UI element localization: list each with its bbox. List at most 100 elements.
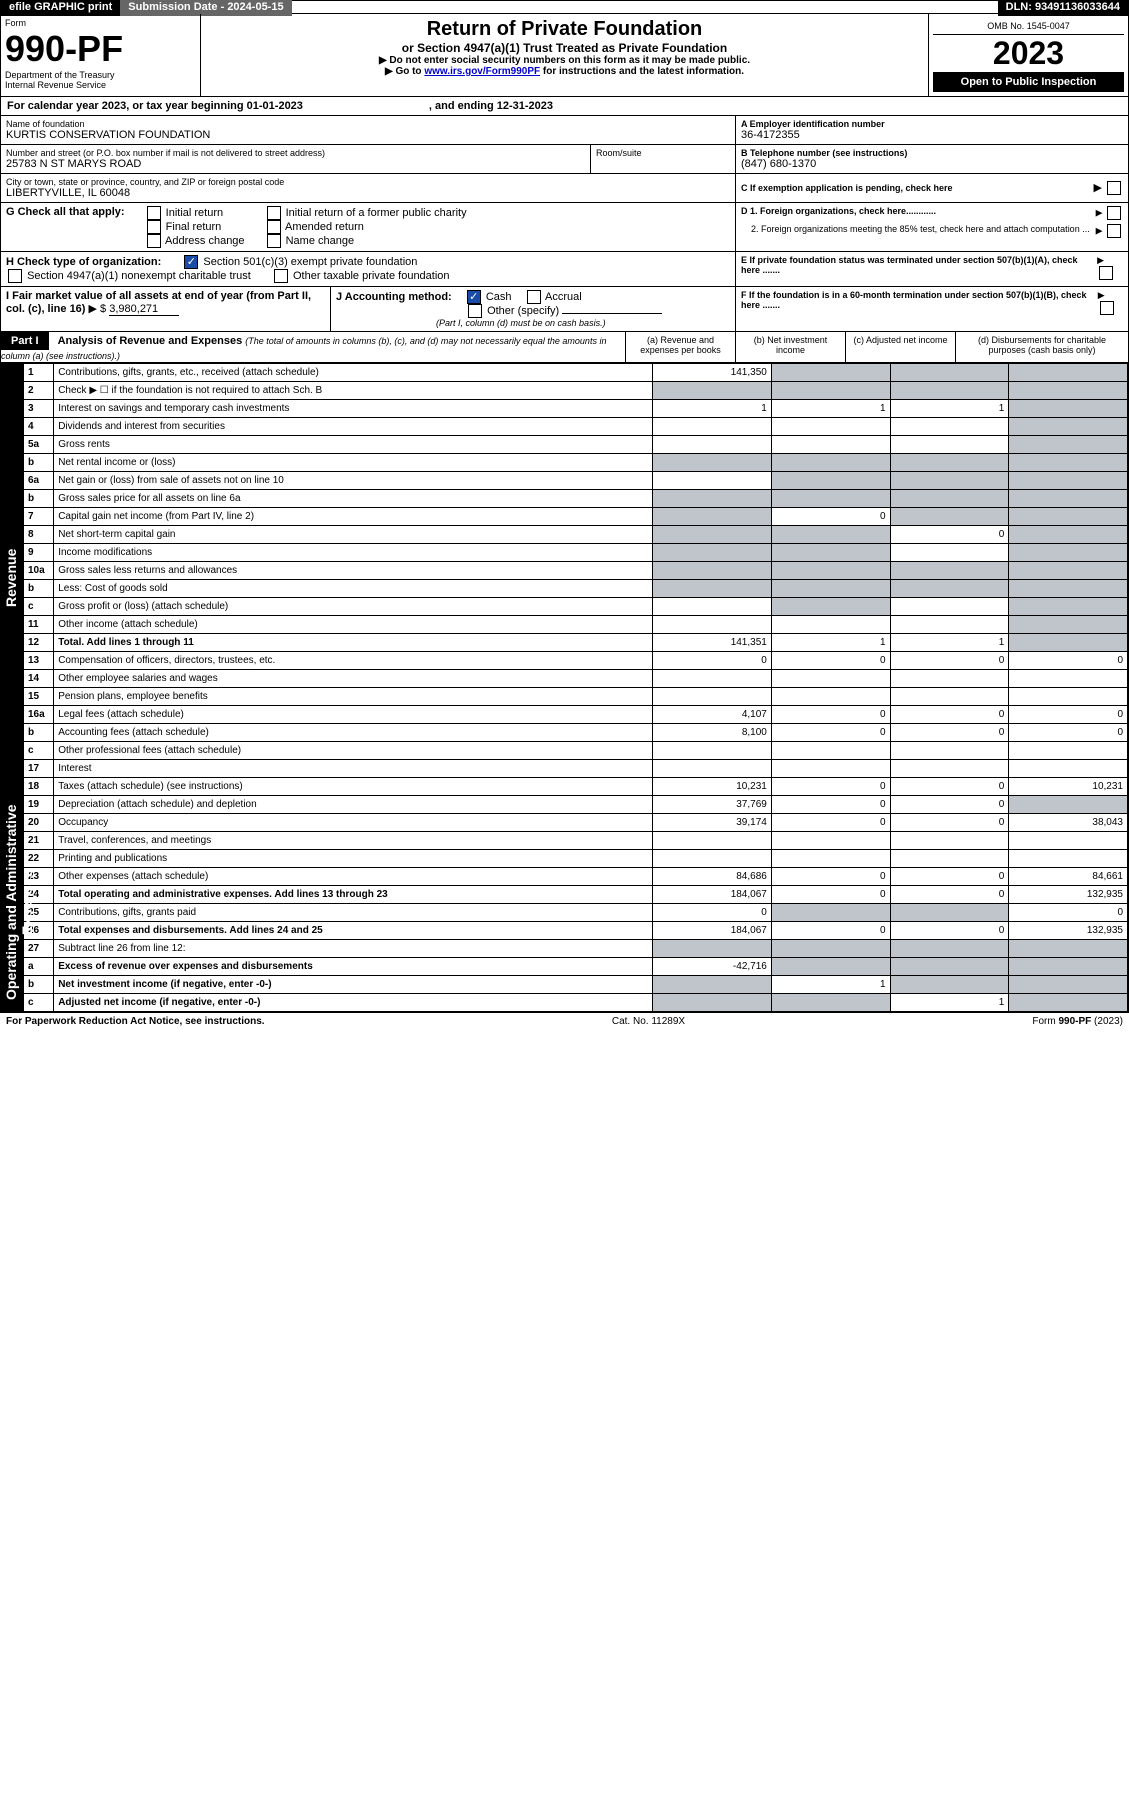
part1-badge: Part I — [1, 332, 49, 350]
d1-checkbox[interactable] — [1107, 206, 1121, 220]
h-o1: Section 501(c)(3) exempt private foundat… — [203, 256, 417, 268]
cell-value — [771, 616, 890, 634]
cal-begin: For calendar year 2023, or tax year begi… — [7, 100, 303, 112]
line-desc: Contributions, gifts, grants, etc., rece… — [54, 364, 653, 382]
cell-value — [653, 598, 772, 616]
g-initial-former-cb[interactable] — [267, 206, 281, 220]
foundation-name: KURTIS CONSERVATION FOUNDATION — [6, 129, 730, 141]
cell-value — [890, 544, 1009, 562]
cell-value: 0 — [771, 814, 890, 832]
cell-value: 0 — [890, 724, 1009, 742]
line-number: 3 — [24, 400, 54, 418]
cell-value — [1009, 634, 1128, 652]
part1-header-row: Part I Analysis of Revenue and Expenses … — [1, 331, 1128, 362]
cell-value — [890, 562, 1009, 580]
form-number: 990-PF — [5, 28, 196, 70]
line-desc: Taxes (attach schedule) (see instruction… — [54, 778, 653, 796]
cell-value: 0 — [653, 904, 772, 922]
cell-value — [1009, 688, 1128, 706]
cell-value: 4,107 — [653, 706, 772, 724]
table-row: 26Total expenses and disbursements. Add … — [24, 922, 1128, 940]
line-desc: Gross profit or (loss) (attach schedule) — [54, 598, 653, 616]
j-note: (Part I, column (d) must be on cash basi… — [336, 318, 730, 328]
table-row: 22Printing and publications — [24, 850, 1128, 868]
j-other-cb[interactable] — [468, 304, 482, 318]
foundation-name-label: Name of foundation — [6, 119, 730, 129]
cell-value — [653, 760, 772, 778]
cell-value: 184,067 — [653, 922, 772, 940]
h-o3: Other taxable private foundation — [293, 270, 450, 282]
h-4947-cb[interactable] — [8, 269, 22, 283]
g-address-change-cb[interactable] — [147, 234, 161, 248]
cell-value — [653, 490, 772, 508]
g-amended-cb[interactable] — [267, 220, 281, 234]
cell-value — [890, 760, 1009, 778]
cell-value: 0 — [771, 886, 890, 904]
cell-value — [890, 418, 1009, 436]
table-row: bNet rental income or (loss) — [24, 454, 1128, 472]
cell-value: 0 — [890, 814, 1009, 832]
cell-value: 0 — [653, 652, 772, 670]
line-number: 7 — [24, 508, 54, 526]
h-o2: Section 4947(a)(1) nonexempt charitable … — [27, 270, 251, 282]
cell-value: 0 — [890, 706, 1009, 724]
cell-value: -42,716 — [653, 958, 772, 976]
line-desc: Depreciation (attach schedule) and deple… — [54, 796, 653, 814]
cell-value — [653, 472, 772, 490]
form990pf-link[interactable]: www.irs.gov/Form990PF — [424, 66, 540, 77]
col-b-hdr: (b) Net investment income — [736, 332, 846, 362]
line-number: 12 — [24, 634, 54, 652]
cell-value — [771, 472, 890, 490]
line-number: 6a — [24, 472, 54, 490]
cell-value — [771, 364, 890, 382]
g-o6: Name change — [286, 235, 355, 247]
f-checkbox[interactable] — [1100, 301, 1114, 315]
j-cash-cb[interactable] — [467, 290, 481, 304]
cell-value — [653, 616, 772, 634]
g-o4: Initial return of a former public charit… — [286, 207, 467, 219]
form-instruction-2: ▶ Go to www.irs.gov/Form990PF for instru… — [205, 66, 924, 77]
cell-value: 0 — [771, 706, 890, 724]
line-number: c — [24, 994, 54, 1012]
h-other-tax-cb[interactable] — [274, 269, 288, 283]
calendar-year-row: For calendar year 2023, or tax year begi… — [1, 96, 1128, 115]
table-row: cGross profit or (loss) (attach schedule… — [24, 598, 1128, 616]
cell-value — [771, 454, 890, 472]
line-number: 14 — [24, 670, 54, 688]
table-row: 18Taxes (attach schedule) (see instructi… — [24, 778, 1128, 796]
cell-value — [1009, 472, 1128, 490]
cell-value — [1009, 598, 1128, 616]
d2-label: 2. Foreign organizations meeting the 85%… — [741, 224, 1090, 238]
g-initial-return-cb[interactable] — [147, 206, 161, 220]
line-desc: Net investment income (if negative, ente… — [54, 976, 653, 994]
cell-value — [653, 526, 772, 544]
cell-value — [1009, 994, 1128, 1012]
cell-value: 0 — [1009, 706, 1128, 724]
cell-value — [1009, 454, 1128, 472]
cell-value — [771, 598, 890, 616]
h-501c3-cb[interactable] — [184, 255, 198, 269]
j-label: J Accounting method: — [336, 291, 452, 303]
cell-value: 1 — [890, 400, 1009, 418]
cell-value — [1009, 508, 1128, 526]
city-label: City or town, state or province, country… — [6, 177, 730, 187]
cell-value — [771, 418, 890, 436]
cell-value — [1009, 580, 1128, 598]
cell-value — [1009, 850, 1128, 868]
cell-value — [1009, 382, 1128, 400]
d2-checkbox[interactable] — [1107, 224, 1121, 238]
j-accrual-cb[interactable] — [527, 290, 541, 304]
cell-value — [771, 742, 890, 760]
g-name-change-cb[interactable] — [267, 234, 281, 248]
cell-value — [653, 436, 772, 454]
cell-value — [771, 562, 890, 580]
g-final-return-cb[interactable] — [147, 220, 161, 234]
j-other: Other (specify) — [487, 305, 559, 317]
table-row: 6aNet gain or (loss) from sale of assets… — [24, 472, 1128, 490]
f-label: F If the foundation is in a 60-month ter… — [741, 290, 1098, 328]
cell-value: 0 — [890, 868, 1009, 886]
c-checkbox[interactable] — [1107, 181, 1121, 195]
e-checkbox[interactable] — [1099, 266, 1113, 280]
table-row: 14Other employee salaries and wages — [24, 670, 1128, 688]
i-amount: 3,980,271 — [109, 303, 179, 316]
